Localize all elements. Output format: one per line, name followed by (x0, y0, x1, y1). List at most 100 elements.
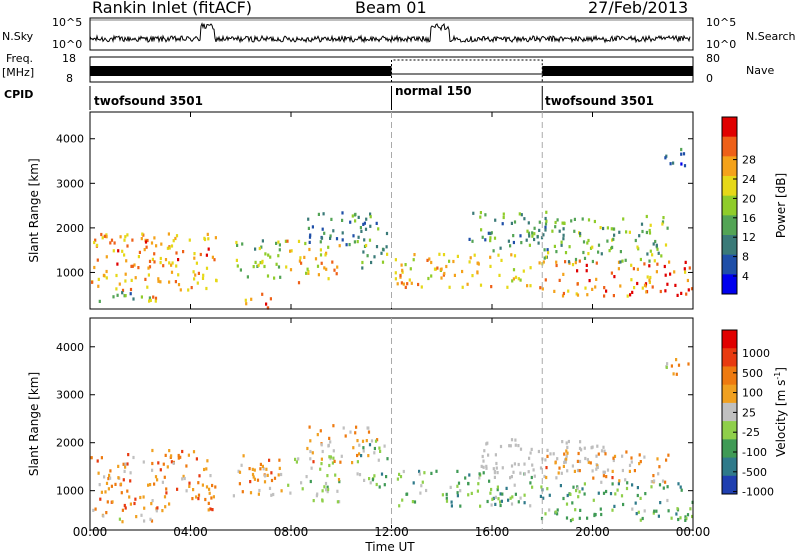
echo-cell (113, 241, 116, 245)
echo-cell (519, 471, 522, 475)
echo-cell (457, 481, 461, 485)
echo-cell (179, 288, 182, 292)
noise-panel-frame (89, 17, 694, 51)
echo-cell (362, 222, 365, 226)
echo-cell (648, 259, 651, 263)
echo-cell (639, 460, 642, 464)
echo-cell (413, 500, 417, 504)
echo-cell (386, 457, 389, 461)
echo-cell (310, 466, 313, 470)
echo-cell (124, 272, 127, 276)
echo-cell (439, 267, 442, 272)
echo-cell (375, 245, 379, 249)
echo-cell (560, 243, 563, 247)
echo-cell (553, 289, 556, 293)
echo-cell (606, 239, 609, 243)
echo-cell (150, 519, 154, 523)
colorbar-swatch (722, 439, 737, 459)
echo-cell (624, 258, 627, 262)
echo-cell (648, 264, 651, 268)
echo-cell (203, 237, 207, 242)
echo-cell (365, 217, 368, 221)
echo-cell (558, 229, 561, 233)
echo-cell (394, 271, 397, 275)
echo-cell (319, 248, 322, 252)
echo-cell (170, 263, 173, 267)
echo-cell (418, 469, 421, 473)
echo-cell (91, 280, 94, 284)
colorbar-tick-label: 24 (742, 173, 756, 186)
echo-cell (309, 439, 312, 443)
echo-cell (486, 499, 489, 504)
echo-cell (494, 495, 497, 499)
echo-cell (338, 500, 341, 504)
echo-cell (476, 489, 479, 493)
echo-cell (517, 500, 520, 504)
echo-cell (506, 285, 509, 289)
echo-cell (655, 243, 658, 247)
echo-cell (574, 508, 577, 512)
x-tick-label: 04:00 (173, 525, 208, 539)
echo-cell (662, 216, 665, 220)
echo-cell (373, 446, 376, 451)
echo-cell (529, 504, 532, 508)
echo-cell (618, 230, 621, 234)
echo-cell (559, 484, 562, 488)
echo-cell (436, 266, 439, 270)
echo-cell (354, 212, 357, 216)
echo-cell (201, 483, 204, 487)
echo-cell (289, 491, 292, 495)
nsky-label: N.Sky (2, 30, 34, 43)
echo-cell (510, 464, 514, 468)
echo-cell (564, 251, 568, 255)
echo-cell (628, 463, 632, 467)
echo-cell (251, 467, 254, 471)
echo-cell (297, 239, 301, 243)
echo-cell (250, 297, 253, 301)
echo-cell (123, 469, 126, 473)
echo-cell (96, 243, 99, 247)
echo-cell (301, 487, 304, 491)
echo-cell (456, 484, 459, 488)
echo-cell (448, 259, 451, 263)
echo-cell (551, 229, 554, 233)
echo-cell (396, 282, 399, 286)
echo-cell (585, 263, 588, 267)
echo-cell (500, 499, 503, 503)
echo-cell (587, 238, 590, 243)
echo-cell (198, 474, 201, 478)
echo-cell (517, 277, 520, 281)
echo-cell (166, 465, 169, 469)
echo-cell (527, 221, 530, 225)
echo-cell (489, 239, 492, 243)
echo-cell (664, 480, 667, 484)
echo-cell (688, 266, 691, 270)
echo-cell (367, 454, 370, 458)
echo-cell (514, 443, 517, 447)
echo-cell (242, 454, 245, 458)
echo-cell (513, 462, 516, 466)
echo-cell (528, 243, 531, 247)
echo-cell (487, 231, 490, 235)
echo-cell (345, 243, 348, 247)
echo-cell (150, 502, 153, 506)
echo-cell (100, 232, 103, 237)
echo-cell (495, 461, 498, 466)
echo-cell (188, 484, 191, 488)
echo-cell (157, 279, 160, 283)
echo-cell (674, 283, 677, 287)
echo-cell (612, 458, 615, 463)
echo-cell (545, 475, 548, 480)
echo-cell (153, 260, 156, 264)
echo-cell (443, 271, 446, 276)
colorbar-swatch (722, 136, 737, 157)
echo-cell (651, 253, 654, 257)
echo-cell (576, 269, 579, 273)
echo-cell (631, 507, 634, 511)
y-tick-label: 2000 (56, 222, 84, 235)
echo-cell (371, 478, 374, 482)
echo-cell (159, 468, 162, 472)
echo-cell (148, 299, 151, 303)
echo-cell (357, 235, 360, 239)
echo-cell (326, 474, 329, 478)
